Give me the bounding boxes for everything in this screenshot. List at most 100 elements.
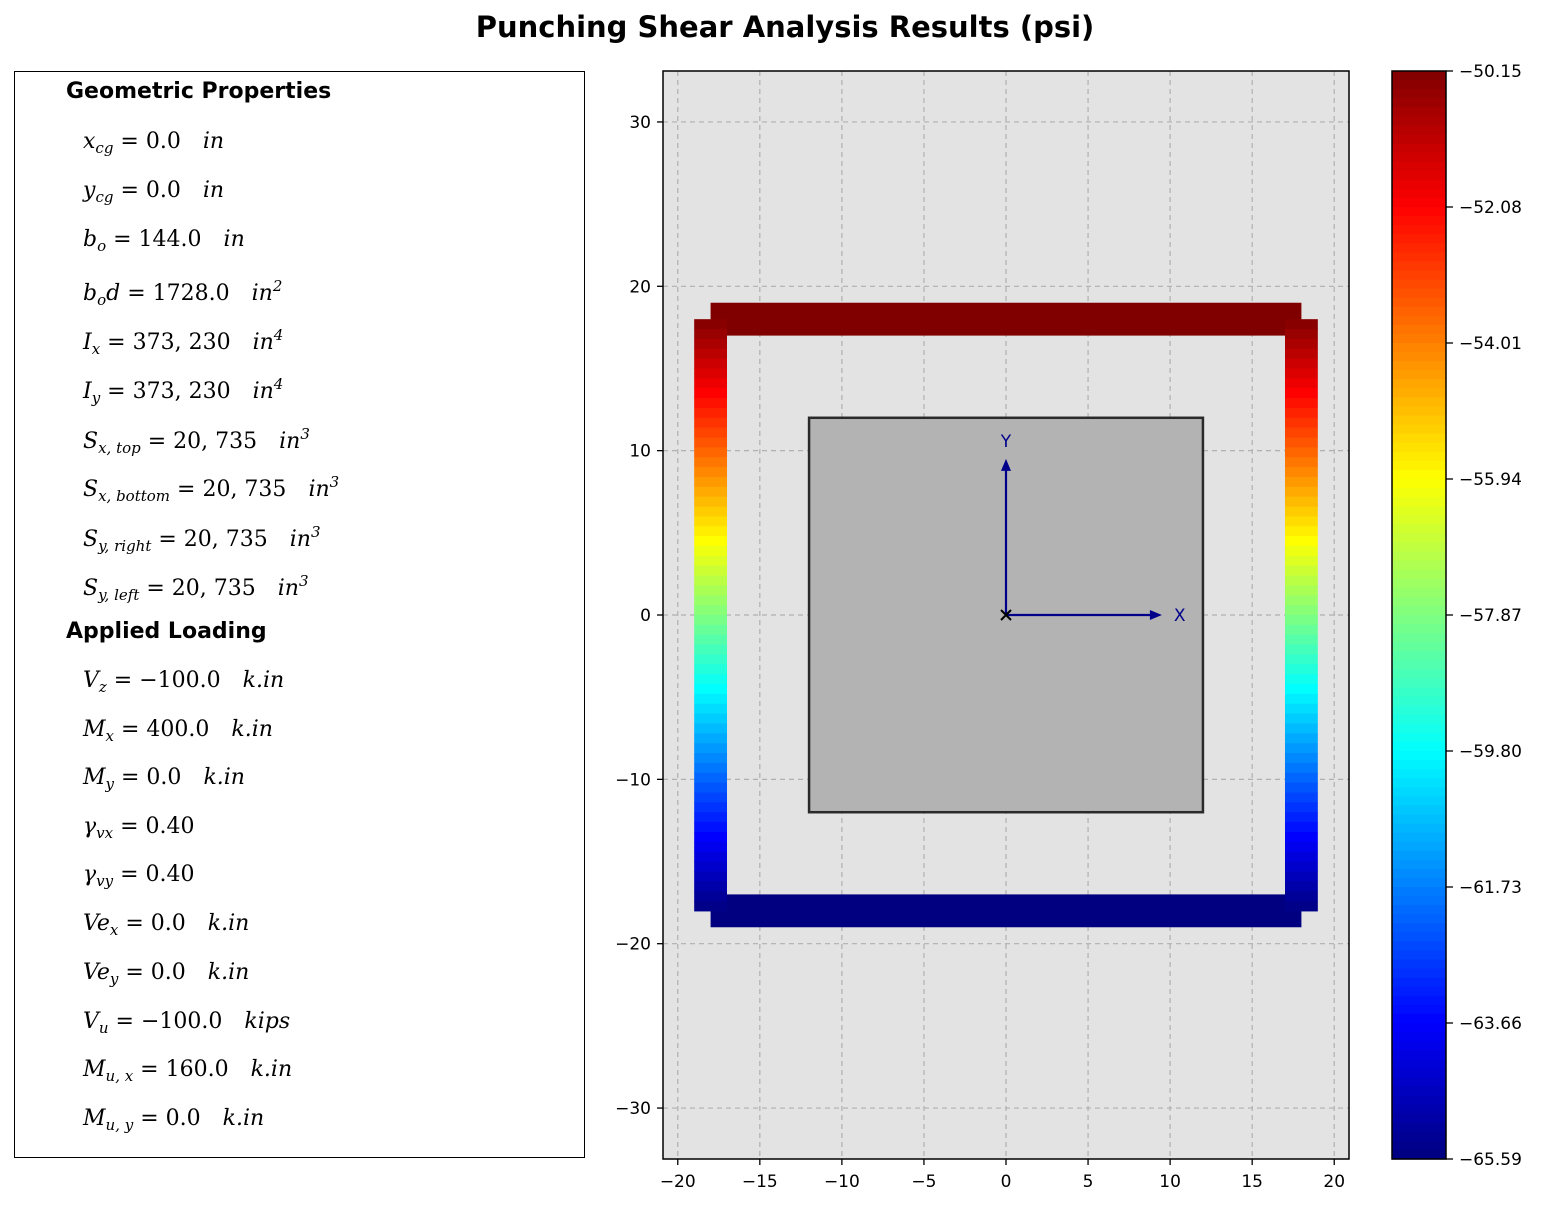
colorbar-cell	[1392, 161, 1446, 172]
colorbar-cell	[1392, 343, 1446, 353]
colorbar-cell	[1392, 433, 1446, 444]
property-unit: k.in	[207, 960, 250, 985]
perimeter-right-cell	[1284, 378, 1318, 389]
property-val: = 20, 735	[140, 429, 258, 454]
perimeter-left-cell	[694, 398, 728, 409]
perimeter-right-cell	[1284, 723, 1318, 734]
property-unit: k.in	[222, 1106, 265, 1131]
perimeter-left-cell	[694, 329, 728, 340]
perimeter-left-cell	[694, 467, 728, 478]
property-val: = 0.0	[114, 765, 182, 790]
y-axis-label: Y	[1000, 432, 1012, 452]
colorbar-cell	[1392, 615, 1446, 625]
colorbar-cell	[1392, 1113, 1446, 1124]
perimeter-left-cell	[694, 486, 728, 498]
property-unit: in	[252, 330, 274, 355]
perimeter-top	[710, 302, 1302, 336]
x-tick-label: 20	[1323, 1172, 1345, 1192]
property-val: = 400.0	[114, 717, 210, 742]
perimeter-bottom	[710, 894, 1302, 928]
colorbar-cell	[1392, 941, 1446, 952]
property-sub: u, x	[105, 1067, 134, 1085]
colorbar-cell	[1392, 333, 1446, 344]
colorbar-cell	[1392, 923, 1446, 933]
colorbar-cell	[1392, 1041, 1446, 1051]
property-unit: k.in	[250, 1057, 293, 1082]
property-sym: I	[83, 379, 92, 404]
perimeter-left-cell	[694, 476, 728, 488]
property-row: Vex = 0.0 k.in	[83, 911, 249, 939]
perimeter-left-cell	[694, 555, 728, 567]
perimeter-right-cell	[1284, 338, 1318, 350]
colorbar-cell	[1392, 578, 1446, 589]
perimeter-right-cell	[1284, 575, 1318, 587]
colorbar-cell	[1392, 225, 1446, 235]
property-sub: u, y	[105, 1116, 134, 1134]
property-sub: z	[98, 678, 107, 696]
colorbar-cell	[1392, 324, 1446, 335]
colorbar-cell	[1392, 152, 1446, 163]
colorbar-cell	[1392, 1149, 1446, 1160]
perimeter-right-cell	[1284, 388, 1318, 399]
perimeter-left-cell	[694, 358, 728, 370]
y-arrowhead-icon	[1001, 458, 1011, 471]
colorbar-cell	[1392, 297, 1446, 308]
colorbar-cell	[1392, 859, 1446, 870]
perimeter-left-cell	[694, 861, 728, 872]
colorbar-cell	[1392, 877, 1446, 888]
colorbar-cell	[1392, 506, 1446, 516]
perimeter-left-cell	[694, 575, 728, 587]
x-tick-label: 15	[1241, 1172, 1263, 1192]
property-row: Vey = 0.0 k.in	[83, 960, 249, 988]
colorbar-cell	[1392, 71, 1446, 81]
colorbar-cell	[1392, 288, 1446, 299]
property-unit: in	[277, 576, 299, 601]
perimeter-right-cell	[1284, 624, 1318, 636]
colorbar-cell	[1392, 714, 1446, 725]
perimeter-right-cell	[1284, 900, 1318, 912]
colorbar-cell	[1392, 1032, 1446, 1042]
property-sym: Ve	[83, 960, 110, 985]
colorbar-cell	[1392, 497, 1446, 507]
property-row: Mu, x = 160.0 k.in	[83, 1057, 292, 1085]
perimeter-right-cell	[1284, 802, 1318, 813]
property-sub: y	[105, 775, 115, 793]
x-tick-label: −10	[824, 1172, 860, 1192]
colorbar-cell	[1392, 696, 1446, 707]
property-row: γvx = 0.40	[83, 814, 195, 842]
property-row: Sx, top = 20, 735 in3	[83, 425, 310, 457]
property-sup: 3	[329, 473, 340, 491]
colorbar-cell	[1392, 207, 1446, 217]
perimeter-left-cell	[694, 388, 728, 399]
perimeter-left-cell	[694, 585, 728, 596]
colorbar-cell	[1392, 469, 1446, 480]
property-row: ycg = 0.0 in	[83, 178, 224, 206]
colorbar-cell	[1392, 751, 1446, 761]
perimeter-left-cell	[694, 831, 728, 843]
y-tick-label: −20	[615, 935, 651, 955]
property-sub: y, left	[98, 586, 140, 604]
perimeter-right-cell	[1284, 319, 1318, 330]
property-sup: 3	[310, 523, 321, 541]
perimeter-left-cell	[694, 723, 728, 734]
colorbar-cell	[1392, 587, 1446, 598]
perimeter-right-cell	[1284, 605, 1318, 616]
perimeter-left-cell	[694, 881, 728, 892]
colorbar-cell	[1392, 179, 1446, 190]
colorbar-cell	[1392, 424, 1446, 435]
colorbar-cell	[1392, 814, 1446, 825]
perimeter-left-cell	[694, 772, 728, 784]
colorbar-tick-label: −50.15	[1459, 62, 1522, 82]
property-sym: S	[83, 527, 99, 552]
perimeter-left-cell	[694, 891, 728, 902]
colorbar-tick-label: −52.08	[1459, 198, 1522, 218]
colorbar-cell	[1392, 1131, 1446, 1142]
property-val: = 0.0	[118, 911, 186, 936]
property-val: = −100.0	[106, 668, 221, 693]
colorbar-cell	[1392, 243, 1446, 253]
colorbar-cell	[1392, 406, 1446, 417]
colorbar-cell	[1392, 361, 1446, 371]
perimeter-left-cell	[694, 536, 728, 547]
colorbar-cell	[1392, 107, 1446, 117]
colorbar-cell	[1392, 995, 1446, 1006]
